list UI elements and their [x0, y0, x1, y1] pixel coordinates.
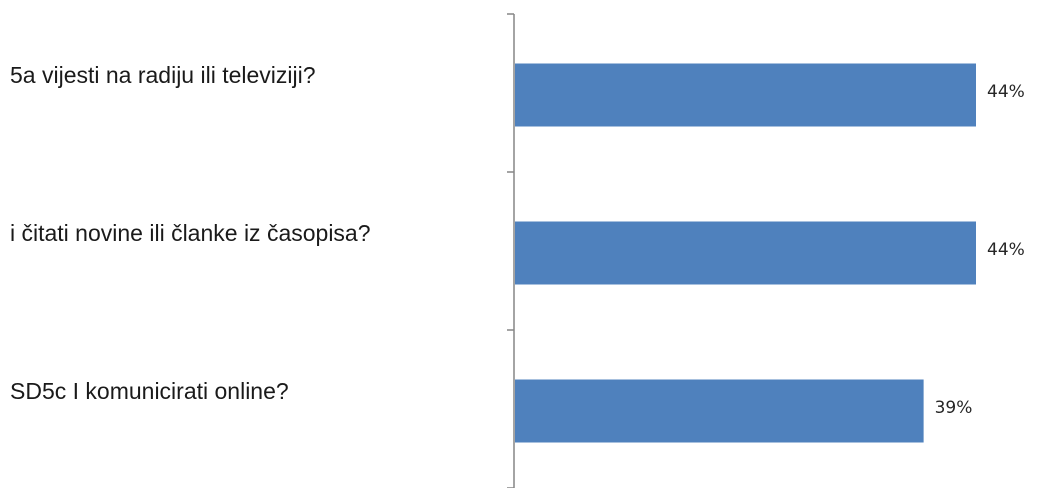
category-label: SD5c I komunicirati online?: [10, 378, 289, 404]
bar-layer: [515, 63, 976, 443]
category-label: 5a vijesti na radiju ili televiziji?: [10, 62, 316, 88]
bar: [515, 379, 924, 443]
bar: [515, 63, 976, 127]
data-label: 39%: [935, 398, 973, 418]
label-layer: 5a vijesti na radiju ili televiziji? 44% i…: [10, 62, 1025, 418]
bar: [515, 221, 976, 285]
axis-layer: [507, 13, 515, 488]
category-label: i čitati novine ili članke iz časopisa?: [10, 220, 371, 246]
data-label: 44%: [987, 240, 1025, 260]
data-label: 44%: [987, 82, 1025, 102]
